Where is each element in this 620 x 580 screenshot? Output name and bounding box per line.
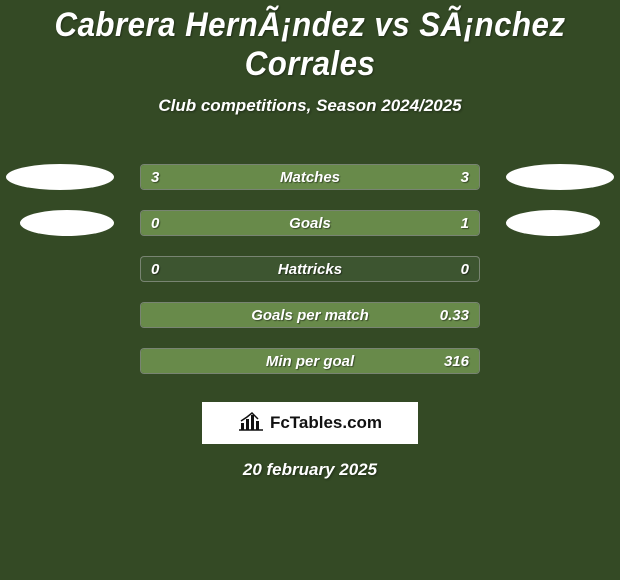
page-title: Cabrera HernÃ¡ndez vs SÃ¡nchez Corrales xyxy=(25,0,595,84)
stat-value-right: 1 xyxy=(461,211,469,236)
player-ellipse-right xyxy=(506,210,600,236)
comparison-card: Cabrera HernÃ¡ndez vs SÃ¡nchez Corrales … xyxy=(0,0,620,580)
stats-container: 3Matches30Goals10Hattricks0Goals per mat… xyxy=(0,154,620,384)
stat-label: Goals per match xyxy=(141,303,479,328)
stat-value-right: 316 xyxy=(444,349,469,374)
snapshot-date: 20 february 2025 xyxy=(0,460,620,480)
stat-row: Min per goal316 xyxy=(0,338,620,384)
player-ellipse-left xyxy=(20,210,114,236)
season-subtitle: Club competitions, Season 2024/2025 xyxy=(0,96,620,116)
player-ellipse-left xyxy=(6,164,114,190)
stat-row: 0Hattricks0 xyxy=(0,246,620,292)
brand-label: FcTables.com xyxy=(270,413,382,433)
stat-row: Goals per match0.33 xyxy=(0,292,620,338)
stat-label: Min per goal xyxy=(141,349,479,374)
stat-bar: 0Goals1 xyxy=(140,210,480,236)
stat-value-right: 0 xyxy=(461,257,469,282)
stat-row: 3Matches3 xyxy=(0,154,620,200)
stat-row: 0Goals1 xyxy=(0,200,620,246)
stat-bar: Goals per match0.33 xyxy=(140,302,480,328)
stat-label: Matches xyxy=(141,165,479,190)
stat-bar: 0Hattricks0 xyxy=(140,256,480,282)
stat-value-right: 3 xyxy=(461,165,469,190)
stat-bar: 3Matches3 xyxy=(140,164,480,190)
player-ellipse-right xyxy=(506,164,614,190)
stat-label: Hattricks xyxy=(141,257,479,282)
stat-value-right: 0.33 xyxy=(440,303,469,328)
bar-chart-icon xyxy=(238,411,264,436)
stat-bar: Min per goal316 xyxy=(140,348,480,374)
brand-badge: FcTables.com xyxy=(202,402,418,444)
stat-label: Goals xyxy=(141,211,479,236)
